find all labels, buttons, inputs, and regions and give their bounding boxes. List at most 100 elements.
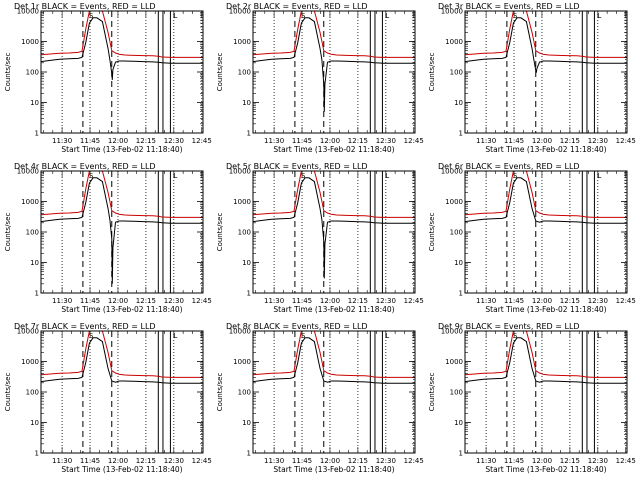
x-tick-label: 11:30 <box>264 457 284 465</box>
series-line-lld <box>253 171 415 218</box>
y-axis-label: Counts/sec <box>4 373 12 412</box>
marker-s-label: S <box>89 12 94 20</box>
panel-title: Det 9r BLACK = Events, RED = LLD <box>438 322 580 331</box>
y-tick-label: 10 <box>242 259 251 267</box>
x-tick-label: 11:45 <box>504 297 524 305</box>
marker-l-label: L <box>385 12 389 20</box>
y-tick-label: 1000 <box>233 38 251 46</box>
marker-s-label: S <box>513 172 518 180</box>
x-tick-label: 12:30 <box>376 457 396 465</box>
x-tick-label: 12:15 <box>348 137 368 145</box>
y-tick-label: 10 <box>30 99 39 107</box>
y-tick-label: 1000 <box>445 198 463 206</box>
x-tick-label: 11:30 <box>264 297 284 305</box>
y-tick-label: 100 <box>238 69 251 77</box>
y-tick-label: 100 <box>450 389 463 397</box>
marker-l-label: L <box>597 172 601 180</box>
series-line-lld <box>253 11 415 58</box>
y-tick-label: 1000 <box>445 38 463 46</box>
y-tick-label: 100 <box>450 69 463 77</box>
x-tick-label: 12:15 <box>348 457 368 465</box>
y-tick-label: 10000 <box>17 8 39 16</box>
x-tick-label: 12:45 <box>192 457 212 465</box>
y-tick-label: 1 <box>35 450 39 458</box>
y-axis-label: Counts/sec <box>216 53 224 92</box>
x-tick-label: 11:45 <box>80 457 100 465</box>
x-tick-label: 12:00 <box>108 137 128 145</box>
y-tick-label: 10000 <box>17 168 39 176</box>
series-line-lld <box>253 331 415 378</box>
marker-l-label: L <box>597 12 601 20</box>
x-axis-label: Start Time (13-Feb-02 11:18:40) <box>61 465 182 474</box>
x-tick-label: 12:45 <box>404 137 424 145</box>
panel-title: Det 4r BLACK = Events, RED = LLD <box>14 162 156 171</box>
series-line-lld <box>41 171 203 218</box>
x-tick-label: 12:15 <box>560 137 580 145</box>
x-tick-label: 12:45 <box>404 297 424 305</box>
y-tick-label: 10000 <box>229 8 251 16</box>
y-tick-label: 100 <box>450 229 463 237</box>
x-tick-label: 11:45 <box>80 297 100 305</box>
x-tick-label: 12:45 <box>616 137 636 145</box>
x-tick-label: 11:30 <box>476 137 496 145</box>
x-axis-label: Start Time (13-Feb-02 11:18:40) <box>61 305 182 314</box>
y-tick-label: 1000 <box>233 358 251 366</box>
marker-l-label: L <box>173 12 177 20</box>
y-tick-label: 1 <box>247 290 251 298</box>
x-tick-label: 12:30 <box>164 457 184 465</box>
x-tick-label: 12:30 <box>588 297 608 305</box>
x-tick-label: 12:30 <box>588 457 608 465</box>
marker-s-label: S <box>301 172 306 180</box>
x-tick-label: 12:00 <box>320 297 340 305</box>
x-axis-label: Start Time (13-Feb-02 11:18:40) <box>273 305 394 314</box>
y-tick-label: 1000 <box>21 38 39 46</box>
y-axis-label: Counts/sec <box>4 213 12 252</box>
y-tick-label: 1 <box>459 290 463 298</box>
y-tick-label: 1 <box>459 130 463 138</box>
series-line-events <box>41 337 203 384</box>
marker-l-label: L <box>173 332 177 340</box>
x-tick-label: 12:15 <box>136 137 156 145</box>
y-tick-label: 10 <box>242 99 251 107</box>
x-tick-label: 12:30 <box>588 137 608 145</box>
x-tick-label: 11:45 <box>292 137 312 145</box>
series-line-events <box>465 17 627 73</box>
panel-title: Det 2r BLACK = Events, RED = LLD <box>226 2 368 11</box>
y-tick-label: 10 <box>454 99 463 107</box>
series-line-events <box>465 177 627 224</box>
series-line-lld <box>41 11 203 58</box>
x-axis-label: Start Time (13-Feb-02 11:18:40) <box>485 145 606 154</box>
series-line-events <box>253 177 415 279</box>
x-tick-label: 12:45 <box>192 137 212 145</box>
y-tick-label: 10 <box>30 259 39 267</box>
y-tick-label: 10000 <box>441 8 463 16</box>
y-tick-label: 1 <box>459 450 463 458</box>
y-tick-label: 10000 <box>229 168 251 176</box>
marker-s-label: S <box>513 332 518 340</box>
x-axis-label: Start Time (13-Feb-02 11:18:40) <box>273 465 394 474</box>
y-tick-label: 10 <box>454 259 463 267</box>
series-line-events <box>41 17 203 80</box>
series-line-lld <box>465 171 627 218</box>
panel-title: Det 3r BLACK = Events, RED = LLD <box>438 2 580 11</box>
x-tick-label: 12:45 <box>616 297 636 305</box>
panel-title: Det 1r BLACK = Events, RED = LLD <box>14 2 156 11</box>
x-tick-label: 11:45 <box>292 457 312 465</box>
x-tick-label: 12:15 <box>136 297 156 305</box>
x-tick-label: 11:30 <box>476 297 496 305</box>
y-axis-label: Counts/sec <box>216 373 224 412</box>
series-line-lld <box>465 331 627 378</box>
y-tick-label: 1 <box>35 130 39 138</box>
y-axis-label: Counts/sec <box>428 213 436 252</box>
panel-title: Det 6r BLACK = Events, RED = LLD <box>438 162 580 171</box>
y-axis-label: Counts/sec <box>428 373 436 412</box>
series-line-events <box>465 337 627 384</box>
y-axis-label: Counts/sec <box>428 53 436 92</box>
marker-s-label: S <box>513 12 518 20</box>
x-tick-label: 11:30 <box>264 137 284 145</box>
x-axis-label: Start Time (13-Feb-02 11:18:40) <box>485 465 606 474</box>
